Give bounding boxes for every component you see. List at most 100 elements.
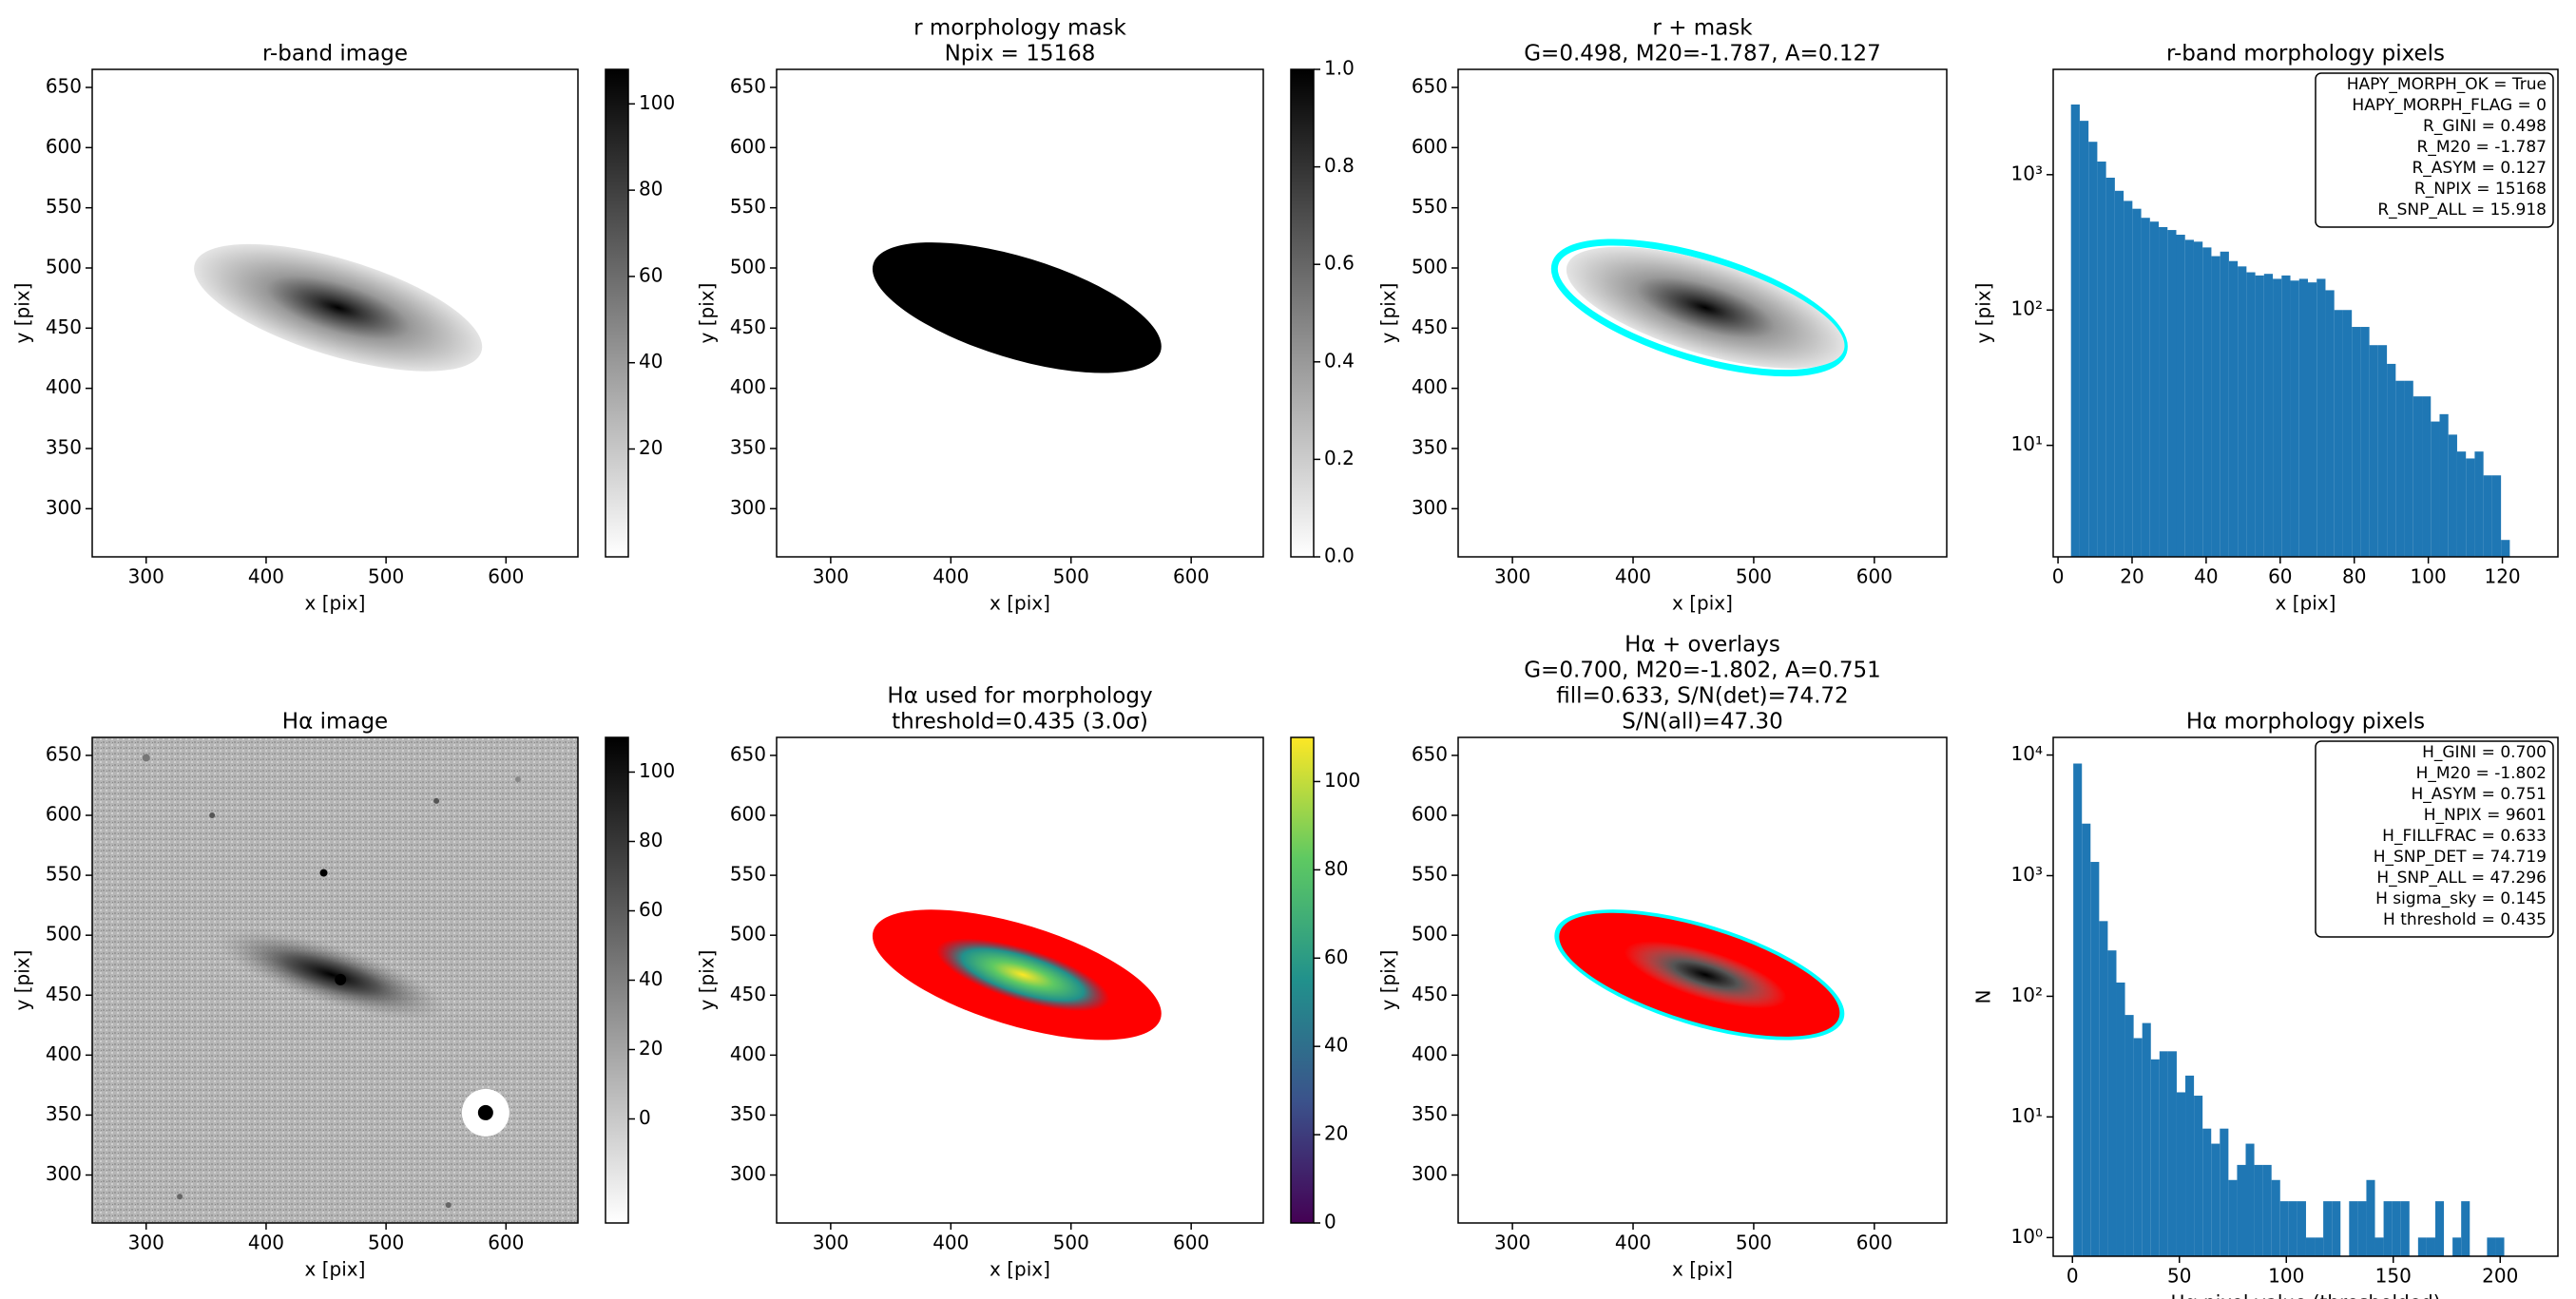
chart-title: r-band image: [262, 42, 408, 67]
annotation: HAPY_MORPH_OK = True: [2347, 75, 2547, 94]
bar: [2082, 823, 2091, 1256]
galaxy: [194, 243, 483, 372]
bar: [2360, 327, 2370, 557]
y-tick-label: 550: [730, 195, 766, 218]
colorbar-tick-label: 0.6: [1324, 252, 1355, 275]
plot-area: [1554, 909, 1845, 1041]
colorbar-tick-label: 80: [1324, 857, 1348, 880]
bar: [2426, 1237, 2435, 1256]
annotation: R_ASYM = 0.127: [2412, 159, 2547, 178]
y-tick-label: 10³: [2011, 863, 2043, 886]
bar: [2369, 345, 2378, 557]
axes-frame: [1457, 736, 1948, 1224]
bar: [2395, 380, 2405, 557]
annotation: R_M20 = -1.787: [2417, 138, 2547, 157]
panel: H_GINI = 0.700 H_M20 = -1.802 H_ASYM = 0.7…: [1972, 710, 2559, 1299]
y-tick-label: 350: [1412, 1102, 1448, 1125]
y-tick-label: 450: [46, 983, 82, 1005]
y-tick-label: 650: [1412, 75, 1448, 98]
galaxy: [217, 929, 448, 1021]
bar: [2352, 327, 2361, 557]
bar: [2099, 921, 2108, 1256]
bar: [2133, 1038, 2143, 1256]
colorbar-tick-label: 40: [1324, 1034, 1348, 1057]
x-tick-label: 400: [248, 565, 284, 588]
x-tick-label: 200: [2482, 1265, 2518, 1288]
bar: [2491, 475, 2502, 557]
y-tick-label: 500: [1412, 256, 1448, 278]
x-axis-label: Hα pixel value (thresholded): [2170, 1291, 2440, 1299]
y-tick-label: 650: [730, 75, 766, 98]
y-axis-label: y [pix]: [1377, 283, 1400, 344]
y-tick-label: 450: [730, 315, 766, 338]
colorbar-tick-label: 0.0: [1324, 544, 1355, 567]
y-tick-label: 10⁰: [2011, 1225, 2043, 1248]
bar: [2305, 1237, 2316, 1256]
star: [177, 1194, 183, 1200]
mask-edge: [1550, 239, 1848, 377]
annotation: H_ASYM = 0.751: [2412, 785, 2547, 804]
y-tick-label: 600: [1412, 135, 1448, 158]
annotation: H_SNP_ALL = 47.296: [2376, 869, 2547, 888]
x-tick-label: 500: [368, 565, 404, 588]
bar: [2228, 1179, 2238, 1256]
y-tick-label: 10¹: [2011, 1104, 2043, 1127]
bar: [2281, 275, 2291, 557]
y-tick-label: 650: [46, 75, 82, 98]
axes-frame: [776, 736, 1264, 1224]
bar: [2271, 1179, 2280, 1256]
x-tick-label: 300: [128, 1232, 164, 1254]
y-tick-label: 450: [46, 315, 82, 338]
plot-area: [194, 243, 483, 372]
colorbar-tick-label: 60: [639, 263, 663, 286]
bar: [2116, 982, 2125, 1256]
y-axis-label: y [pix]: [1972, 283, 1995, 344]
y-tick-label: 350: [730, 436, 766, 459]
bar: [2262, 1164, 2272, 1256]
bar: [2263, 274, 2274, 557]
bar: [2461, 1201, 2470, 1256]
colorbar-tick-label: 0.4: [1324, 349, 1355, 372]
star: [209, 812, 216, 819]
bar: [2167, 230, 2177, 557]
bar: [2413, 396, 2423, 557]
mask: [872, 242, 1162, 373]
y-tick-label: 650: [1412, 742, 1448, 765]
bar: [2245, 1143, 2255, 1256]
y-tick-label: 550: [1412, 863, 1448, 886]
y-axis-label: y [pix]: [696, 950, 719, 1011]
x-tick-label: 500: [368, 1232, 404, 1254]
bar: [2316, 278, 2326, 557]
y-tick-label: 500: [46, 923, 82, 946]
bar: [2132, 208, 2142, 557]
bar: [2254, 1164, 2263, 1256]
y-tick-label: 350: [1412, 436, 1448, 459]
colorbar-tick-label: 40: [639, 350, 663, 373]
bar: [2124, 1015, 2134, 1256]
colorbar-tick-label: 0: [639, 1106, 651, 1129]
x-tick-label: 0: [2067, 1265, 2079, 1288]
x-tick-label: 40: [2194, 565, 2218, 588]
colorbar-tick-label: 60: [639, 898, 663, 921]
x-tick-label: 0: [2052, 565, 2065, 588]
annotation: R_GINI = 0.498: [2423, 117, 2547, 136]
bar: [2159, 226, 2168, 557]
bar: [2105, 177, 2115, 557]
colorbar: [1290, 736, 1315, 1224]
y-axis-label: y [pix]: [11, 283, 34, 344]
bar: [2211, 256, 2220, 557]
y-axis-label: y [pix]: [696, 283, 719, 344]
annotation-box: [2315, 72, 2554, 228]
bar: [2114, 190, 2124, 557]
y-tick-label: 300: [730, 1162, 766, 1185]
bar: [2422, 396, 2432, 557]
x-tick-label: 600: [488, 1232, 524, 1254]
chart-title: fill=0.633, S/N(det)=74.72: [1556, 684, 1848, 709]
star: [142, 754, 150, 762]
bar: [2176, 235, 2185, 557]
